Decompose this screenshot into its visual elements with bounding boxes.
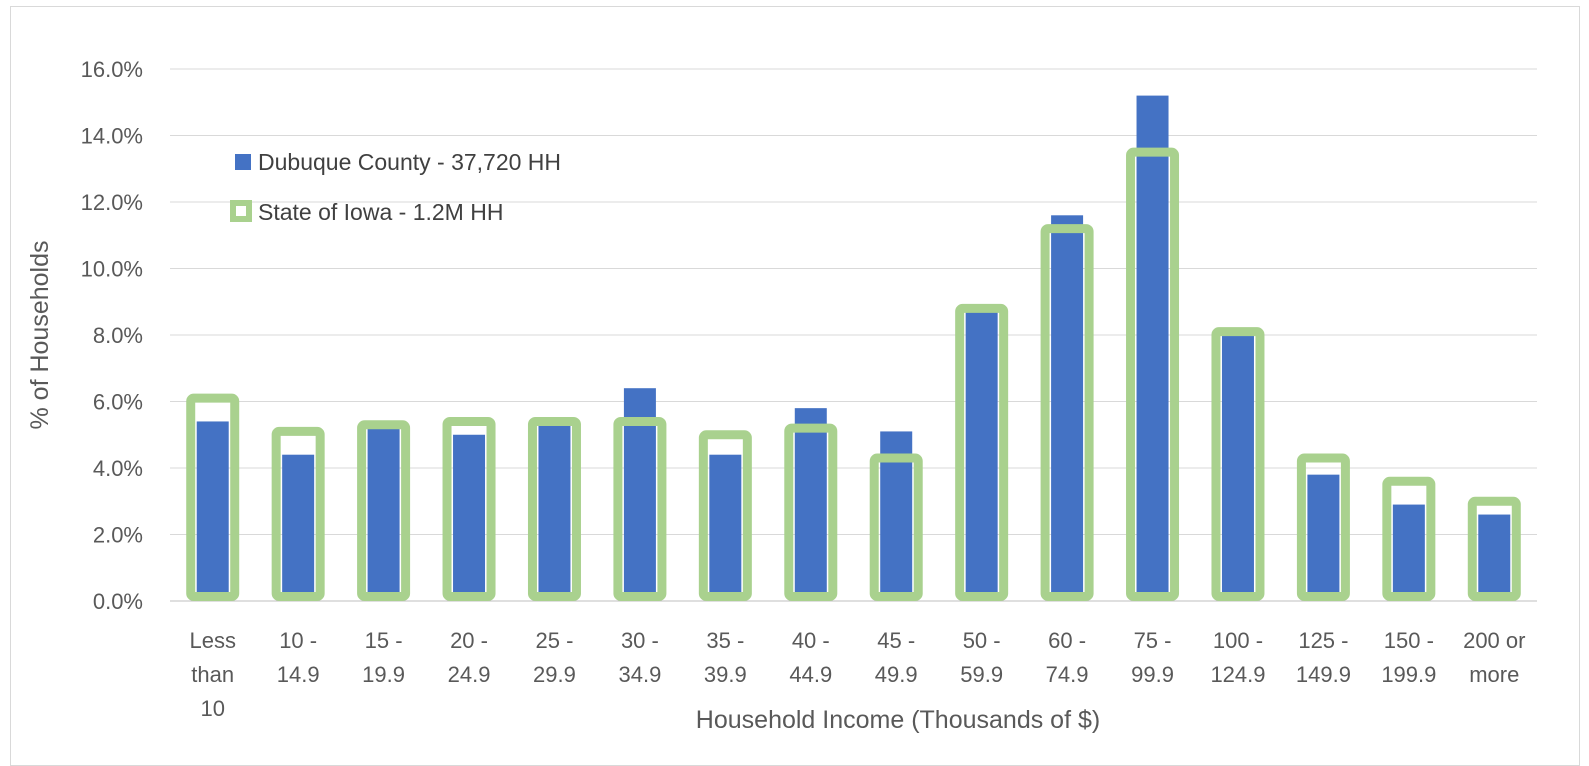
bar-dubuque: [794, 408, 827, 601]
x-tick-label: 20 -24.9: [448, 628, 491, 687]
bar-dubuque: [282, 454, 315, 601]
bar-dubuque: [538, 424, 571, 601]
bar-dubuque: [367, 428, 400, 601]
legend-label-dubuque: Dubuque County - 37,720 HH: [258, 149, 561, 175]
y-tick-label: 12.0%: [81, 190, 143, 215]
bar-iowa-outline: [784, 423, 838, 601]
bar-iowa-outline: [527, 416, 581, 602]
bar-dubuque: [1051, 215, 1084, 602]
bar-dubuque: [1136, 95, 1169, 601]
bar-dubuque: [196, 421, 229, 601]
y-tick-label: 6.0%: [93, 390, 143, 415]
y-tick-label: 8.0%: [93, 323, 143, 348]
x-tick-label: 75 -99.9: [1131, 628, 1174, 687]
bar-iowa-outline: [186, 393, 240, 601]
x-tick-label: 15 -19.9: [362, 628, 405, 687]
bar-iowa-outline: [357, 420, 411, 601]
bar-iowa-outline: [271, 426, 325, 601]
bar-dubuque: [1392, 504, 1425, 601]
x-tick-label: 35 -39.9: [704, 628, 747, 687]
bar-dubuque: [1221, 335, 1254, 601]
x-tick-label: 25 -29.9: [533, 628, 576, 687]
bar-dubuque: [453, 434, 486, 601]
bar-iowa-outline: [1040, 224, 1094, 601]
bar-iowa-outline: [1296, 453, 1350, 601]
bar-iowa-outline: [955, 303, 1009, 601]
x-tick-label: 100 -124.9: [1210, 628, 1265, 687]
y-tick-label: 10.0%: [81, 257, 143, 282]
y-tick-label: 0.0%: [93, 589, 143, 614]
bar-dubuque: [965, 311, 998, 601]
legend-swatch-iowa: [230, 200, 252, 222]
x-tick-label: 150 -199.9: [1381, 628, 1436, 687]
x-tick-label: 40 -44.9: [789, 628, 832, 687]
x-tick-label: 10 -14.9: [277, 628, 320, 687]
bar-iowa-outline: [1126, 147, 1180, 601]
y-tick-label: 16.0%: [81, 57, 143, 82]
x-tick-label: 30 -34.9: [618, 628, 661, 687]
y-axis-title: % of Households: [26, 240, 54, 429]
x-axis-ticks: Less than 10 10 -14.9 15 -19.9 20 -24.9 25 -29…: [189, 628, 1525, 721]
y-tick-label: 4.0%: [93, 456, 143, 481]
bar-iowa-outline: [698, 430, 752, 601]
x-axis-title: Household Income (Thousands of $): [696, 706, 1100, 734]
bar-dubuque: [709, 454, 742, 601]
bar-iowa-outline: [442, 416, 496, 602]
bar-dubuque: [1307, 474, 1340, 601]
y-tick-label: 14.0%: [81, 124, 143, 149]
bar-iowa-outline: [1211, 327, 1265, 601]
bar-dubuque: [1478, 514, 1511, 601]
bars: [186, 95, 1521, 602]
bar-iowa-outline: [869, 453, 923, 601]
bar-iowa-outline: [1467, 496, 1521, 601]
x-tick-label: 60 -74.9: [1046, 628, 1089, 687]
chart-frame: [10, 6, 1580, 766]
x-tick-label: Less than 10: [189, 628, 235, 721]
legend-label-iowa: State of Iowa - 1.2M HH: [258, 199, 503, 225]
y-tick-label: 2.0%: [93, 523, 143, 548]
y-axis-ticks: 0.0% 2.0% 4.0% 6.0% 8.0% 10.0% 12.0% 14.0% 16.0%: [81, 57, 143, 614]
x-tick-label: 45 -49.9: [875, 628, 918, 687]
bar-iowa-outline: [1382, 476, 1436, 601]
x-tick-label: 200 or more: [1463, 628, 1525, 687]
bar-iowa-outline: [613, 416, 667, 602]
legend: Dubuque County - 37,720 HH State of Iowa…: [230, 149, 561, 225]
x-tick-label: 50 -59.9: [960, 628, 1003, 687]
legend-swatch-dubuque: [235, 154, 251, 170]
x-tick-label: 125 -149.9: [1296, 628, 1351, 687]
